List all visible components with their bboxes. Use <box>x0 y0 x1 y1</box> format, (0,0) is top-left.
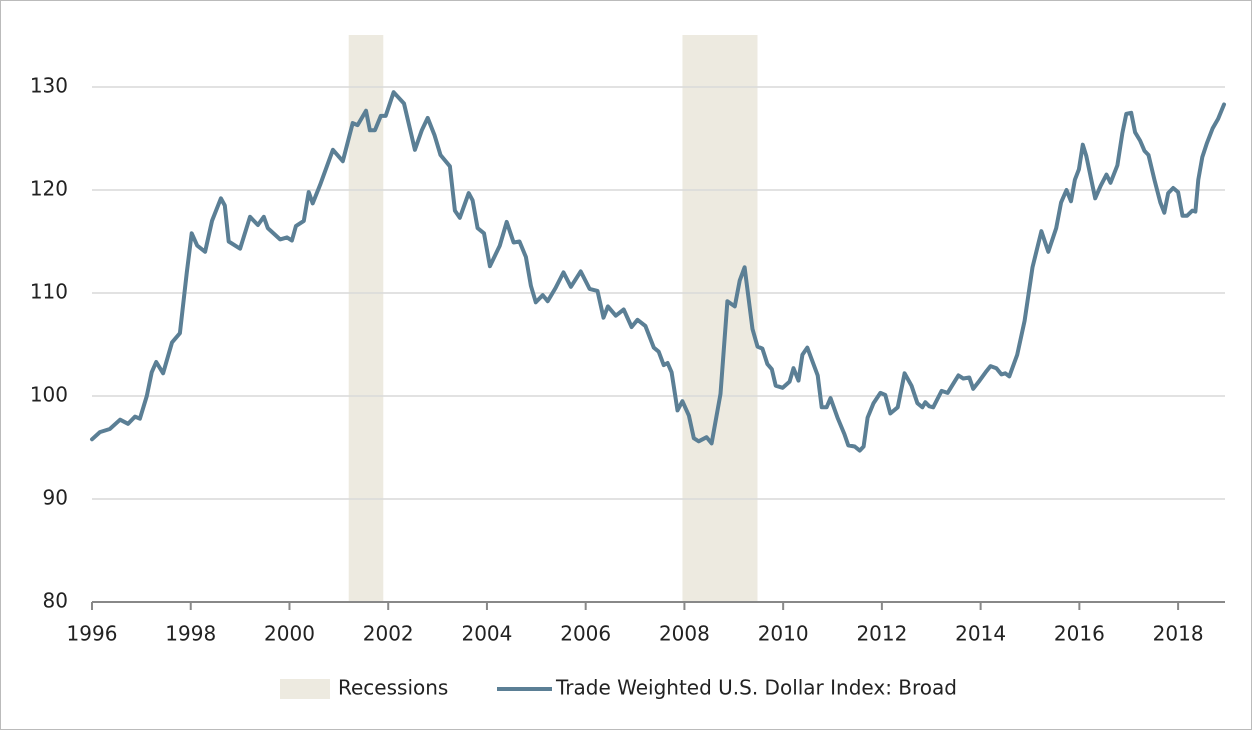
x-tick-label: 2012 <box>856 622 907 646</box>
legend-label: Trade Weighted U.S. Dollar Index: Broad <box>555 676 957 700</box>
legend-swatch <box>280 679 330 699</box>
y-tick-label: 90 <box>43 486 68 510</box>
x-tick-label: 2018 <box>1153 622 1204 646</box>
data-line <box>90 90 1226 453</box>
recession-band <box>348 35 384 602</box>
legend-label: Recessions <box>338 676 448 700</box>
x-tick-label: 2014 <box>955 622 1006 646</box>
x-tick-label: 2010 <box>758 622 809 646</box>
x-tick-label: 2006 <box>560 622 611 646</box>
y-tick-label: 110 <box>30 280 68 304</box>
recession-band <box>682 35 758 602</box>
y-tick-label: 130 <box>30 74 68 98</box>
x-tick-label: 2016 <box>1054 622 1105 646</box>
x-tick-label: 2000 <box>264 622 315 646</box>
x-tick-label: 2002 <box>363 622 414 646</box>
y-tick-label: 100 <box>30 383 68 407</box>
x-tick-label: 2004 <box>461 622 512 646</box>
x-tick-label: 1998 <box>165 622 216 646</box>
x-tick-label: 1996 <box>67 622 118 646</box>
y-tick-label: 80 <box>43 589 68 613</box>
x-tick-label: 2008 <box>659 622 710 646</box>
y-tick-label: 120 <box>30 177 68 201</box>
